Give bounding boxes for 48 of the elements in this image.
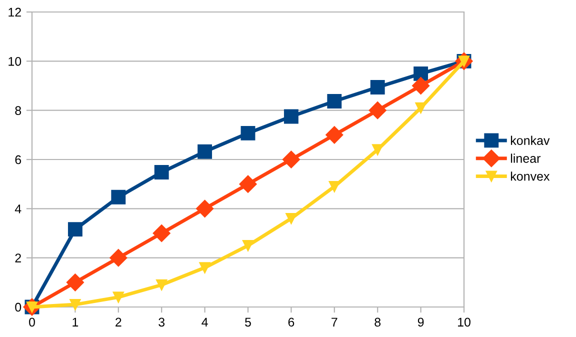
- point: [370, 80, 385, 94]
- point: [327, 94, 342, 108]
- point: [282, 150, 300, 168]
- y-tick-label: 12: [8, 8, 21, 17]
- legend-label: konvex: [510, 172, 550, 181]
- point: [415, 102, 426, 114]
- point: [111, 190, 126, 204]
- point: [152, 224, 170, 242]
- point: [196, 200, 214, 218]
- y-tick-label: 0: [15, 302, 22, 312]
- point: [198, 144, 212, 159]
- point: [154, 165, 169, 180]
- point: [199, 262, 210, 274]
- point: [110, 249, 128, 267]
- point: [414, 66, 428, 81]
- x-tick-label: 3: [158, 318, 165, 327]
- point: [112, 292, 124, 303]
- point: [372, 144, 384, 156]
- x-tick-label: 5: [245, 318, 251, 327]
- point: [328, 180, 340, 192]
- y-tick-label: 10: [8, 56, 22, 66]
- point: [326, 126, 344, 144]
- x-tick-label: 8: [374, 318, 381, 327]
- point: [242, 240, 254, 252]
- point: [284, 109, 298, 124]
- x-tick-label: 4: [202, 318, 208, 326]
- legend-label: linear: [510, 154, 541, 163]
- x-tick-label: 0: [29, 318, 35, 327]
- point: [240, 126, 256, 140]
- y-tick-label: 4: [14, 204, 22, 214]
- point: [412, 77, 430, 94]
- x-tick-label: 9: [418, 318, 424, 327]
- x-tick-label: 7: [332, 318, 338, 326]
- x-tick-label: 1: [72, 318, 78, 326]
- x-tick-label: 10: [458, 318, 470, 327]
- y-tick-label: 8: [15, 106, 22, 115]
- point: [286, 212, 297, 224]
- point: [70, 298, 81, 310]
- point: [156, 279, 168, 290]
- x-tick-label: 2: [116, 318, 122, 326]
- point: [68, 222, 82, 237]
- y-tick-label: 6: [15, 155, 22, 164]
- x-tick-label: 6: [288, 318, 294, 327]
- legend-label: konkav: [510, 136, 550, 145]
- point: [368, 102, 386, 120]
- point: [66, 274, 84, 292]
- y-tick-label: 2: [15, 254, 21, 262]
- point: [239, 175, 257, 193]
